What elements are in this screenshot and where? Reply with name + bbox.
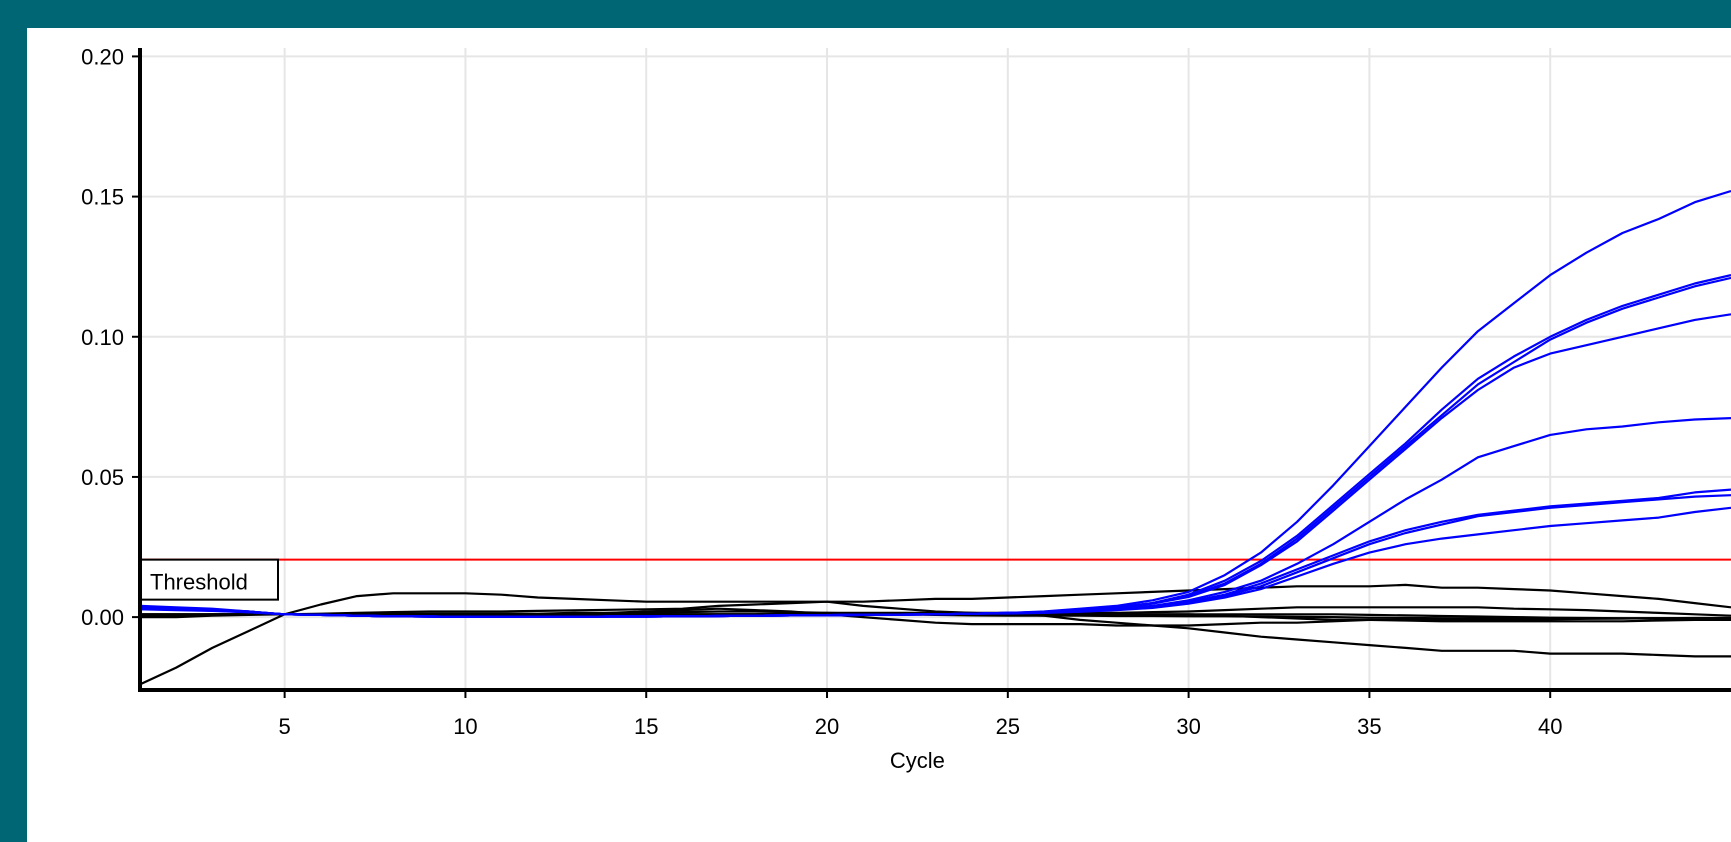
x-tick-label: 25: [996, 714, 1020, 739]
threshold-label: Threshold: [150, 570, 248, 595]
axes: [132, 48, 1731, 698]
x-tick-label: 35: [1357, 714, 1381, 739]
y-tick-label: 0.15: [81, 185, 124, 210]
x-tick-label: 10: [453, 714, 477, 739]
chart-panel: Threshold 5 10 15 20 25 30 35 40 0.00 0.05 0.10 0.1…: [27, 28, 1731, 842]
y-tick-label: 0.00: [81, 605, 124, 630]
x-tick-label: 40: [1538, 714, 1562, 739]
x-tick-label: 15: [634, 714, 658, 739]
y-tick-label: 0.05: [81, 465, 124, 490]
plot-background: [27, 28, 1731, 842]
x-tick-label: 5: [279, 714, 291, 739]
y-tick-label: 0.20: [81, 44, 124, 69]
negative-curve-line: [139, 583, 1731, 686]
tick-labels: 5 10 15 20 25 30 35 40 0.00 0.05 0.10 0.15 0.20: [81, 44, 1562, 739]
amplification-chart: Threshold 5 10 15 20 25 30 35 40 0.00 0.05 0.10 0.1…: [27, 28, 1731, 842]
x-axis-title: Cycle: [890, 748, 945, 773]
x-tick-label: 20: [815, 714, 839, 739]
y-tick-label: 0.10: [81, 325, 124, 350]
x-tick-label: 30: [1176, 714, 1200, 739]
negative-curve-line: [140, 600, 1731, 658]
threshold: Threshold: [138, 558, 1731, 601]
positive-curve-line: [139, 506, 1731, 618]
series-lines: [139, 189, 1731, 686]
